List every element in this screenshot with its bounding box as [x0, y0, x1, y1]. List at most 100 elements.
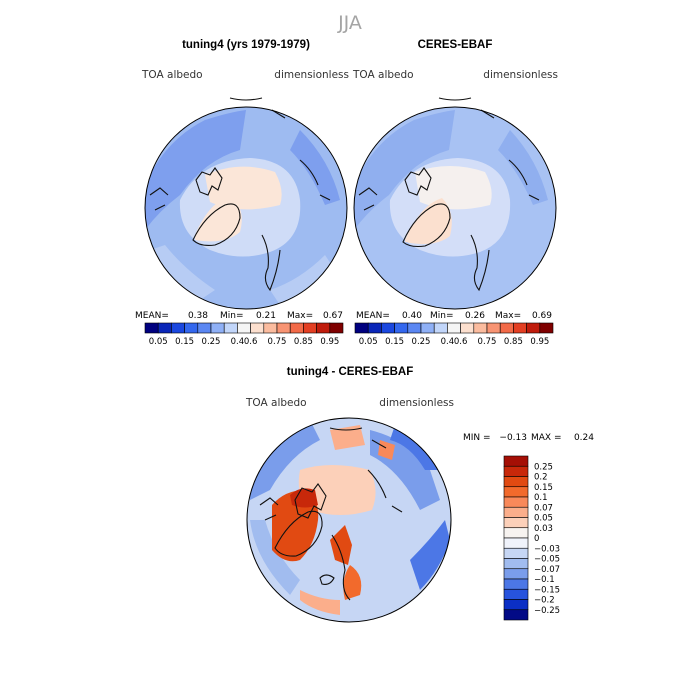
- colorbar-tick-label: −0.15: [534, 585, 560, 595]
- colorbar-swatch: [381, 322, 395, 334]
- colorbar-swatch: [171, 322, 185, 334]
- units-label: dimensionless: [483, 69, 558, 81]
- max-value: 0.67: [323, 311, 343, 321]
- colorbar-tick-label: 0.25: [412, 337, 431, 347]
- colorbar-swatch: [237, 322, 251, 334]
- colorbar-swatch: [197, 322, 212, 334]
- map-border: [246, 417, 452, 623]
- colorbar-tick-label: 0.4: [441, 337, 455, 347]
- colorbar-tick-label: −0.03: [534, 544, 560, 554]
- variable-label: TOA albedo: [245, 397, 307, 409]
- colorbar-swatch: [503, 578, 529, 590]
- colorbar-tick-label: 0.03: [534, 524, 553, 534]
- colorbar-tick-label: −0.25: [534, 606, 560, 616]
- colorbar-swatch: [503, 599, 529, 611]
- colorbar-tick-label: 0: [534, 534, 539, 544]
- units-label: dimensionless: [274, 69, 349, 81]
- colorbar-swatch: [144, 322, 159, 334]
- colorbar-swatch: [447, 322, 461, 334]
- colorbar-tick-label: 0.75: [268, 337, 287, 347]
- panel-difference: tuning4 - CERES-EBAF TOA albedo dimensio…: [245, 366, 594, 623]
- colorbar-swatch: [223, 322, 238, 334]
- colorbar-swatch: [503, 527, 529, 539]
- colorbar-swatch: [503, 476, 529, 488]
- mean-value: 0.38: [188, 311, 208, 321]
- colorbar-swatch: [503, 547, 529, 559]
- colorbar-swatch: [503, 609, 529, 621]
- units-label: dimensionless: [379, 397, 454, 409]
- map-border: [144, 106, 348, 310]
- max-value: 0.69: [532, 311, 552, 321]
- colorbar-swatch: [407, 322, 422, 334]
- colorbar-swatch: [526, 322, 541, 334]
- colorbar-swatch: [503, 588, 529, 600]
- colorbar-swatch: [503, 496, 529, 508]
- colorbar-tick-label: 0.15: [534, 483, 553, 493]
- coastlines: [259, 427, 403, 601]
- min-value: 0.21: [256, 311, 276, 321]
- colorbar-swatch: [503, 465, 529, 477]
- colorbar-swatch: [460, 322, 475, 334]
- colorbar-swatch: [263, 322, 278, 334]
- colorbar-tick-label: 0.75: [478, 337, 497, 347]
- colorbar-swatch: [539, 322, 554, 334]
- colorbar-swatch: [367, 322, 382, 334]
- colorbar-tick-label: 0.2: [534, 473, 548, 483]
- min-value: −0.13: [499, 433, 527, 443]
- colorbar-swatch: [329, 322, 344, 334]
- colorbar-tick-label: 0.15: [175, 337, 194, 347]
- max-label: Max=: [287, 311, 313, 321]
- season-title: JJA: [337, 12, 362, 34]
- min-label: MIN =: [463, 433, 491, 443]
- colorbar-tick-label: 0.6: [244, 337, 258, 347]
- colorbar-swatch: [289, 322, 304, 334]
- max-value: 0.24: [574, 433, 594, 443]
- colorbar-swatch: [276, 322, 291, 334]
- mean-label: MEAN=: [135, 311, 169, 321]
- colorbar-swatch: [184, 322, 199, 334]
- colorbar-swatch: [513, 322, 527, 334]
- colorbar-swatch: [503, 455, 529, 467]
- colorbar-swatch: [250, 322, 265, 334]
- colorbar-tick-label: 0.25: [202, 337, 221, 347]
- colorbar-swatch: [499, 322, 514, 334]
- variable-label: TOA albedo: [141, 69, 203, 81]
- colorbar: 0.250.20.150.10.070.050.030−0.03−0.05−0.…: [503, 455, 560, 621]
- polar-map: [354, 107, 556, 309]
- map-border: [353, 106, 557, 310]
- colorbar-tick-label: 0.05: [149, 337, 168, 347]
- colorbar-swatch: [303, 322, 317, 334]
- polar-map: [247, 418, 451, 622]
- colorbar-swatch: [157, 322, 172, 334]
- colorbar-tick-label: −0.1: [534, 575, 555, 585]
- min-label: Min=: [430, 311, 454, 321]
- panel-model: tuning4 (yrs 1979-1979) TOA albedo dimen…: [135, 39, 349, 347]
- polar-map: [145, 107, 347, 309]
- panel-title: CERES-EBAF: [418, 39, 493, 51]
- colorbar-tick-label: −0.07: [534, 565, 560, 575]
- colorbar-tick-label: −0.05: [534, 555, 560, 565]
- colorbar-swatch: [503, 558, 529, 570]
- colorbar-tick-label: 0.4: [231, 337, 245, 347]
- mean-value: 0.40: [402, 311, 422, 321]
- colorbar-tick-label: 0.6: [454, 337, 468, 347]
- colorbar-tick-label: 0.95: [320, 337, 339, 347]
- min-label: Min=: [220, 311, 244, 321]
- colorbar-tick-label: 0.95: [530, 337, 549, 347]
- colorbar-tick-label: −0.2: [534, 596, 555, 606]
- colorbar-tick-label: 0.1: [534, 493, 548, 503]
- panel-title: tuning4 (yrs 1979-1979): [182, 39, 310, 51]
- panel-observation: CERES-EBAF TOA albedo dimensionless MEAN…: [352, 39, 558, 347]
- colorbar-swatch: [503, 517, 529, 529]
- colorbar-swatch: [433, 322, 448, 334]
- colorbar-swatch: [316, 322, 331, 334]
- colorbar-tick-label: 0.07: [534, 503, 553, 513]
- colorbar-swatch: [394, 322, 409, 334]
- colorbar-tick-label: 0.85: [504, 337, 523, 347]
- colorbar-tick-label: 0.85: [294, 337, 313, 347]
- colorbar-swatch: [486, 322, 501, 334]
- colorbar-swatch: [503, 486, 529, 498]
- colorbar-tick-label: 0.05: [534, 514, 553, 524]
